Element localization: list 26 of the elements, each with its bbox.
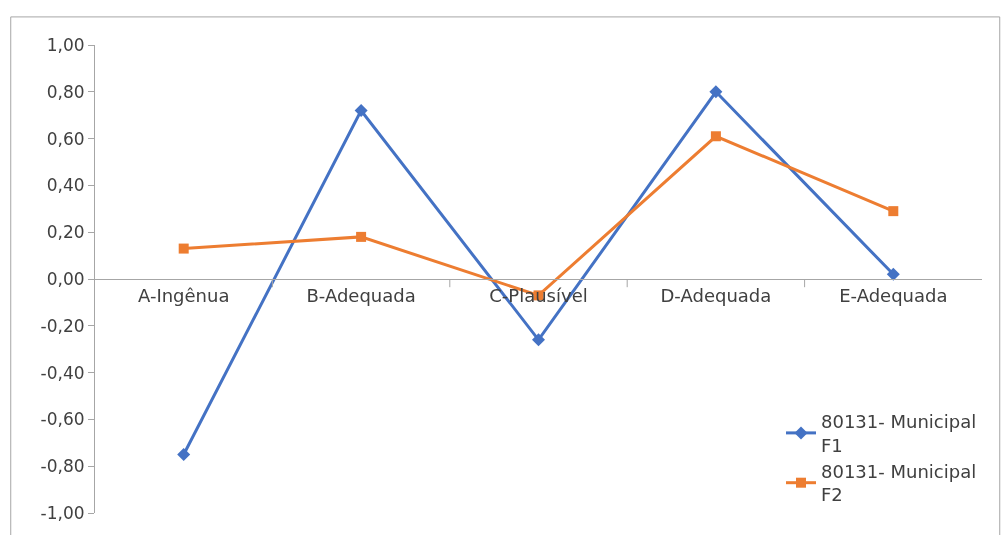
legend-label: 80131- Municipal F2 [821,461,977,506]
point [710,131,721,142]
point [354,104,368,118]
point [888,206,899,217]
y-tick-label: 0,00 [46,268,85,289]
point [886,267,900,281]
point [178,243,189,254]
y-tick-label: -0,80 [40,456,85,477]
y-tick-label: -1,00 [40,502,85,523]
x-tick-label: D-Adequada [660,284,772,306]
point [709,85,723,99]
legend-label: 80131- Municipal F1 [821,411,977,456]
point [177,448,191,461]
point [356,231,367,242]
y-tick-label: 1,00 [46,34,85,55]
y-tick-label: -0,20 [40,315,85,336]
point [532,333,545,347]
y-tick-label: 0,40 [46,175,85,196]
x-tick-label: A-Ingênua [137,284,230,306]
y-tick-label: -0,40 [40,362,85,383]
y-tick-label: 0,60 [46,128,85,149]
x-tick-label: E-Adequada [839,284,948,306]
y-tick-label: 0,20 [46,222,85,243]
y-tick-label: 0,80 [46,81,85,102]
x-tick-label: B-Adequada [306,284,416,306]
y-tick-label: -0,60 [40,409,85,430]
